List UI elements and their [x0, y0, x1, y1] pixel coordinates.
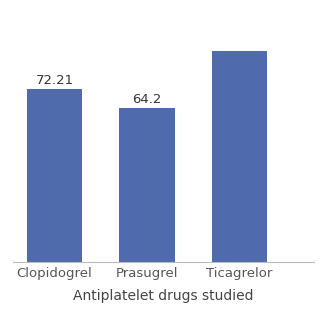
Bar	[212, 51, 267, 262]
Text: 64.2: 64.2	[132, 93, 162, 106]
X-axis label: Antiplatelet drugs studied: Antiplatelet drugs studied	[73, 289, 253, 303]
Bar	[119, 108, 175, 262]
Bar	[27, 89, 82, 262]
Text: 72.21: 72.21	[36, 74, 74, 87]
